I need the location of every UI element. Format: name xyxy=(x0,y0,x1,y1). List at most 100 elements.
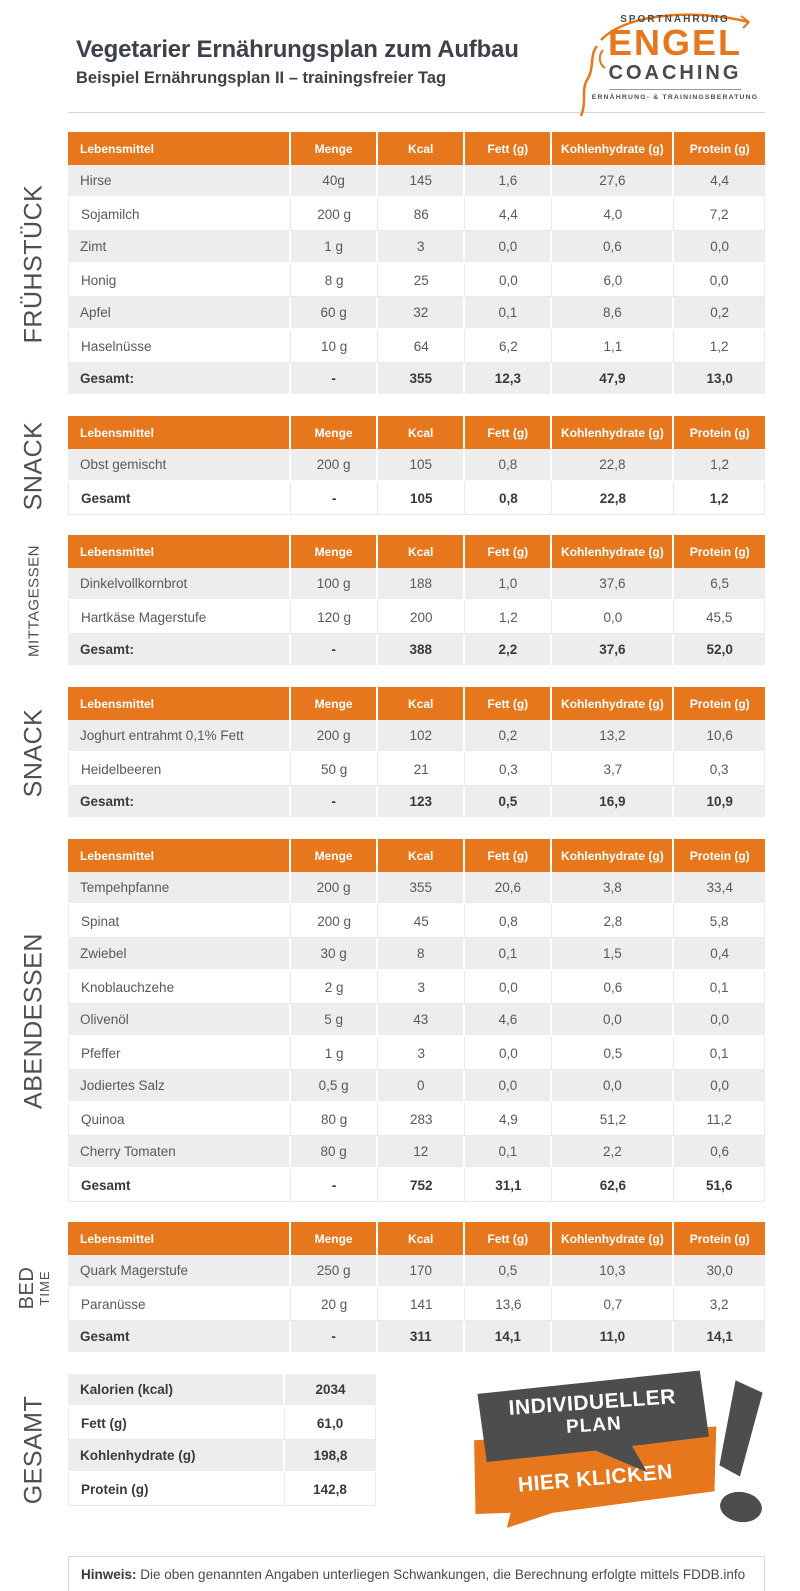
meal-table: Lebensmittel Menge Kcal Fett (g) Kohlenhydra… xyxy=(68,535,765,667)
protein-cell: 0,4 xyxy=(674,938,765,971)
amount-cell: - xyxy=(291,786,379,819)
food-row: Heidelbeeren 50 g 21 0,3 3,7 0,3 xyxy=(68,753,765,786)
protein-cell: 13,0 xyxy=(674,363,765,396)
meal-table: Lebensmittel Menge Kcal Fett (g) Kohlenhydra… xyxy=(68,416,765,515)
column-header-4: Kohlenhydrate (g) xyxy=(552,416,675,449)
meal-section-5: ABENDESSEN Lebensmittel Menge Kcal Fett (g) K… xyxy=(0,839,800,1202)
amount-cell: 250 g xyxy=(291,1255,379,1288)
kcal-cell: 355 xyxy=(378,363,466,396)
column-header-3: Fett (g) xyxy=(465,535,553,568)
protein-cell: 7,2 xyxy=(674,198,765,231)
carbs-cell: 3,7 xyxy=(552,753,675,786)
amount-cell: 100 g xyxy=(291,568,379,601)
section-label: MITTAGESSEN xyxy=(26,545,43,657)
food-row: Hirse 40g 145 1,6 27,6 4,4 xyxy=(68,165,765,198)
food-name-cell: Olivenöl xyxy=(68,1004,292,1037)
section-label-gutter: SNACK xyxy=(0,687,68,819)
meal-tables: FRÜHSTÜCK Lebensmittel Menge Kcal Fett (g) Ko… xyxy=(0,132,800,1354)
fat-cell: 1,6 xyxy=(465,165,553,198)
fat-cell: 0,3 xyxy=(465,753,553,786)
protein-cell: 1,2 xyxy=(674,330,765,363)
page-title: Vegetarier Ernährungsplan zum Aufbau xyxy=(76,36,519,63)
section-label-line: SNACK xyxy=(19,421,48,510)
column-header-2: Kcal xyxy=(378,132,466,165)
amount-cell: 200 g xyxy=(291,449,379,482)
summary-table: Kalorien (kcal) 2034 Fett (g) 61,0 Kohlenhyd… xyxy=(68,1374,376,1506)
amount-cell: 200 g xyxy=(291,872,379,905)
column-header-2: Kcal xyxy=(378,416,466,449)
meal-table: Lebensmittel Menge Kcal Fett (g) Kohlenhydra… xyxy=(68,1222,765,1354)
fat-cell: 0,0 xyxy=(465,1037,553,1070)
summary-row: Kalorien (kcal) 2034 xyxy=(68,1374,376,1407)
food-name-cell: Obst gemischt xyxy=(68,449,292,482)
carbs-cell: 51,2 xyxy=(552,1103,675,1136)
fat-cell: 20,6 xyxy=(465,872,553,905)
food-name-cell: Jodiertes Salz xyxy=(68,1070,292,1103)
food-row: Dinkelvollkornbrot 100 g 188 1,0 37,6 6,5 xyxy=(68,568,765,601)
amount-cell: 30 g xyxy=(291,938,379,971)
carbs-cell: 1,5 xyxy=(552,938,675,971)
fat-cell: 6,2 xyxy=(465,330,553,363)
column-header-0: Lebensmittel xyxy=(68,416,292,449)
summary-area: Kalorien (kcal) 2034 Fett (g) 61,0 Kohlenhyd… xyxy=(68,1374,765,1526)
food-row: Apfel 60 g 32 0,1 8,6 0,2 xyxy=(68,297,765,330)
summary-value-cell: 61,0 xyxy=(285,1407,376,1440)
kcal-cell: 311 xyxy=(378,1321,466,1354)
column-header-2: Kcal xyxy=(378,687,466,720)
food-name-cell: Knoblauchzehe xyxy=(68,971,292,1004)
food-name-cell: Gesamt xyxy=(68,1169,292,1202)
summary-value-cell: 2034 xyxy=(285,1374,376,1407)
food-name-cell: Zimt xyxy=(68,231,292,264)
protein-cell: 10,9 xyxy=(674,786,765,819)
food-row: Knoblauchzehe 2 g 3 0,0 0,6 0,1 xyxy=(68,971,765,1004)
column-header-4: Kohlenhydrate (g) xyxy=(552,839,675,872)
column-header-2: Kcal xyxy=(378,1222,466,1255)
carbs-cell: 22,8 xyxy=(552,449,675,482)
amount-cell: 80 g xyxy=(291,1103,379,1136)
fat-cell: 0,5 xyxy=(465,1255,553,1288)
amount-cell: 200 g xyxy=(291,720,379,753)
kcal-cell: 3 xyxy=(378,1037,466,1070)
meal-section-3: MITTAGESSEN Lebensmittel Menge Kcal Fett (g)… xyxy=(0,535,800,667)
fat-cell: 0,8 xyxy=(465,482,553,515)
protein-cell: 0,1 xyxy=(674,1037,765,1070)
amount-cell: - xyxy=(291,634,379,667)
carbs-cell: 47,9 xyxy=(552,363,675,396)
carbs-cell: 0,7 xyxy=(552,1288,675,1321)
amount-cell: 10 g xyxy=(291,330,379,363)
kcal-cell: 141 xyxy=(378,1288,466,1321)
athlete-silhouette-icon xyxy=(579,13,750,117)
kcal-cell: 355 xyxy=(378,872,466,905)
food-name-cell: Hartkäse Magerstufe xyxy=(68,601,292,634)
food-name-cell: Zwiebel xyxy=(68,938,292,971)
fat-cell: 4,9 xyxy=(465,1103,553,1136)
section-label-line: ABENDESSEN xyxy=(19,932,48,1109)
total-row: Gesamt: -123 0,5 16,9 10,9 xyxy=(68,786,765,819)
total-row: Gesamt -105 0,8 22,8 1,2 xyxy=(68,482,765,515)
protein-cell: 10,6 xyxy=(674,720,765,753)
amount-cell: 8 g xyxy=(291,264,379,297)
food-row: Hartkäse Magerstufe 120 g 200 1,2 0,0 45,5 xyxy=(68,601,765,634)
header-row: Lebensmittel Menge Kcal Fett (g) Kohlenhydra… xyxy=(68,535,765,568)
carbs-cell: 0,0 xyxy=(552,1070,675,1103)
individual-plan-cta[interactable]: HIER KLICKEN INDIVIDUELLER PLAN xyxy=(466,1374,776,1526)
amount-cell: 0,5 g xyxy=(291,1070,379,1103)
column-header-4: Kohlenhydrate (g) xyxy=(552,1222,675,1255)
protein-cell: 0,1 xyxy=(674,971,765,1004)
carbs-cell: 16,9 xyxy=(552,786,675,819)
food-name-cell: Paranüsse xyxy=(68,1288,292,1321)
food-name-cell: Spinat xyxy=(68,905,292,938)
food-name-cell: Honig xyxy=(68,264,292,297)
food-name-cell: Heidelbeeren xyxy=(68,753,292,786)
column-header-3: Fett (g) xyxy=(465,687,553,720)
amount-cell: 40g xyxy=(291,165,379,198)
protein-cell: 0,2 xyxy=(674,297,765,330)
section-label-line: FRÜHSTÜCK xyxy=(19,184,48,344)
food-row: Spinat 200 g 45 0,8 2,8 5,8 xyxy=(68,905,765,938)
section-label-gutter: BED TIME xyxy=(0,1222,68,1354)
column-header-3: Fett (g) xyxy=(465,416,553,449)
kcal-cell: 12 xyxy=(378,1136,466,1169)
carbs-cell: 2,8 xyxy=(552,905,675,938)
summary-row: Kohlenhydrate (g) 198,8 xyxy=(68,1440,376,1473)
carbs-cell: 10,3 xyxy=(552,1255,675,1288)
